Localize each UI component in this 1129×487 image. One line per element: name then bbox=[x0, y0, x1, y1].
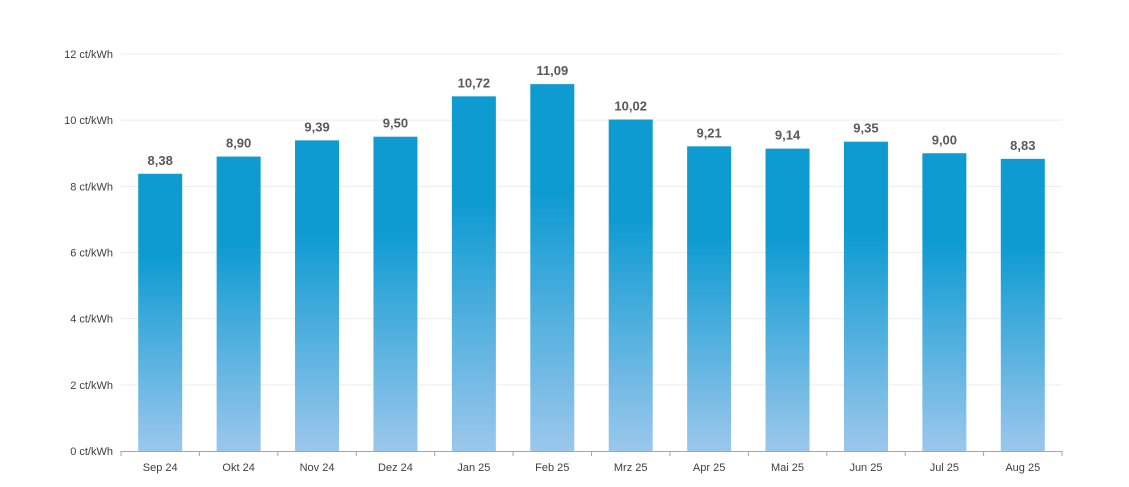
bar-jan-25 bbox=[451, 96, 496, 451]
x-tick-label: Jul 25 bbox=[930, 462, 959, 474]
data-label: 10,02 bbox=[614, 99, 647, 114]
bar-feb-25 bbox=[530, 84, 575, 451]
bar-apr-25 bbox=[687, 146, 732, 452]
bar-jul-25 bbox=[922, 153, 967, 451]
data-label: 9,35 bbox=[853, 121, 878, 136]
data-label: 9,39 bbox=[304, 119, 329, 134]
bar-aug-25 bbox=[1000, 158, 1045, 452]
bar-mai-25 bbox=[765, 148, 810, 451]
x-tick-label: Jan 25 bbox=[457, 462, 490, 474]
data-label: 9,00 bbox=[932, 132, 957, 147]
bar-sep-24 bbox=[138, 173, 183, 452]
data-label: 11,09 bbox=[536, 63, 568, 78]
y-tick-label: 0 ct/kWh bbox=[70, 446, 113, 458]
data-label: 8,38 bbox=[148, 153, 173, 168]
y-tick-label: 2 ct/kWh bbox=[70, 380, 113, 392]
data-label: 9,21 bbox=[696, 125, 721, 140]
x-tick-label: Mrz 25 bbox=[614, 462, 648, 474]
x-tick-label: Okt 24 bbox=[222, 462, 254, 474]
y-tick-label: 6 ct/kWh bbox=[70, 248, 113, 260]
x-tick-label: Nov 24 bbox=[300, 462, 335, 474]
bar-nov-24 bbox=[295, 140, 340, 451]
bars bbox=[138, 84, 1045, 452]
data-labels: 8,38 8,90 9,39 9,50 10,72 11,09 10,02 9,21 9,14 9… bbox=[148, 63, 1036, 168]
x-tick-label: Mai 25 bbox=[771, 462, 804, 474]
data-label: 10,72 bbox=[458, 75, 491, 90]
y-tick-label: 12 ct/kWh bbox=[64, 49, 113, 61]
data-label: 8,83 bbox=[1010, 138, 1035, 153]
gridlines bbox=[121, 53, 1062, 386]
bar-jun-25 bbox=[843, 141, 888, 451]
y-tick-label: 4 ct/kWh bbox=[70, 314, 113, 326]
y-tick-label: 8 ct/kWh bbox=[70, 181, 113, 193]
data-label: 9,14 bbox=[775, 128, 801, 143]
data-label: 9,50 bbox=[383, 116, 408, 131]
x-tick-label: Apr 25 bbox=[693, 462, 725, 474]
y-axis: 0 ct/kWh 2 ct/kWh 4 ct/kWh 6 ct/kWh 8 ct/kWh… bbox=[64, 49, 113, 458]
data-label: 8,90 bbox=[226, 136, 251, 151]
y-tick-label: 10 ct/kWh bbox=[64, 115, 113, 127]
bar-dez-24 bbox=[373, 136, 418, 452]
x-tick-label: Sep 24 bbox=[143, 462, 178, 474]
x-tick-label: Jun 25 bbox=[849, 462, 882, 474]
bar-okt-24 bbox=[216, 156, 261, 451]
x-axis: Sep 24 Okt 24 Nov 24 Dez 24 Jan 25 Feb 25 Mrz … bbox=[120, 451, 1063, 474]
bar-mrz-25 bbox=[608, 119, 653, 451]
x-tick-label: Aug 25 bbox=[1005, 462, 1040, 474]
x-tick-label: Feb 25 bbox=[535, 462, 569, 474]
x-tick-label: Dez 24 bbox=[378, 462, 413, 474]
